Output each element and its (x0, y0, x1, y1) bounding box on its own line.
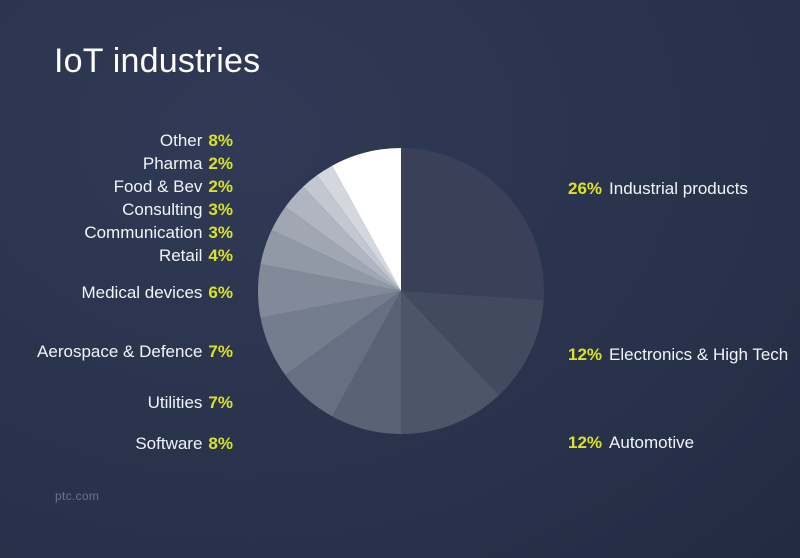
slice-value: 2% (208, 177, 233, 196)
legend-row-retail: Retail 4% (0, 244, 233, 267)
slice-label: Medical devices (81, 283, 203, 302)
slice-value: 26% (568, 179, 603, 198)
slice-label: Software (135, 434, 203, 453)
slice-value: 12% (568, 345, 603, 364)
legend-row-communication: Communication 3% (0, 221, 233, 244)
pie-slice-consulting (285, 186, 401, 291)
pie-slice-communication (271, 206, 401, 291)
page-title: IoT industries (54, 42, 261, 80)
legend-row-other: Other 8% (0, 129, 233, 152)
slice-label: Industrial products (609, 179, 748, 198)
slice-label: Automotive (609, 433, 695, 452)
pie-slice-other (332, 148, 401, 291)
slice-label: Electronics & High Tech (609, 345, 789, 364)
pie-slice-food-bev (303, 175, 401, 291)
legend-row-medical-devices: Medical devices 6% (0, 281, 233, 304)
legend-row-utilities: Utilities 7% (0, 391, 233, 414)
pie-slice-utilities (285, 291, 401, 417)
slice-label: Utilities (147, 393, 203, 412)
pie-slice-medical-devices (257, 264, 401, 318)
slice-value: 2% (208, 154, 233, 173)
slice-value: 7% (208, 393, 233, 412)
pie-slice-electronics-high-tech (401, 291, 544, 396)
slice-label: Consulting (122, 200, 203, 219)
slice-value: 8% (208, 131, 233, 150)
legend-row-food-bev: Food & Bev 2% (0, 175, 233, 198)
slice-label: Communication (84, 223, 203, 242)
slice-value: 4% (208, 246, 233, 265)
pie-slice-retail (260, 230, 401, 291)
legend-row-pharma: Pharma 2% (0, 152, 233, 175)
slice-value: 8% (208, 434, 233, 453)
slice-value: 6% (208, 283, 233, 302)
slice-label: Food & Bev (113, 177, 203, 196)
slice-label: Pharma (142, 154, 203, 173)
slice-value: 7% (208, 342, 233, 361)
pie-slice-industrial-products (401, 148, 545, 300)
pie-slice-aerospace-defence (260, 291, 401, 376)
legend-row-aerospace-defence: Aerospace & Defence 7% (0, 340, 233, 363)
slice-label: Retail (158, 246, 203, 265)
slice-label: Other (159, 131, 203, 150)
pie-slice-software (332, 291, 401, 434)
legend-row-industrial-products: 26% Industrial products (568, 177, 748, 200)
ptc-url: ptc.com (55, 489, 100, 503)
legend-row-automotive: 12% Automotive (568, 431, 694, 454)
pie-slice-automotive (401, 291, 499, 434)
legend-row-software: Software 8% (0, 432, 233, 455)
slice-value: 3% (208, 223, 233, 242)
legend-row-electronics-high-tech: 12% Electronics & High Tech (568, 343, 788, 366)
pie-slice-pharma (316, 165, 401, 291)
slice-value: 12% (568, 433, 603, 452)
slice-value: 3% (208, 200, 233, 219)
legend-row-consulting: Consulting 3% (0, 198, 233, 221)
slice-label: Aerospace & Defence (37, 342, 203, 361)
